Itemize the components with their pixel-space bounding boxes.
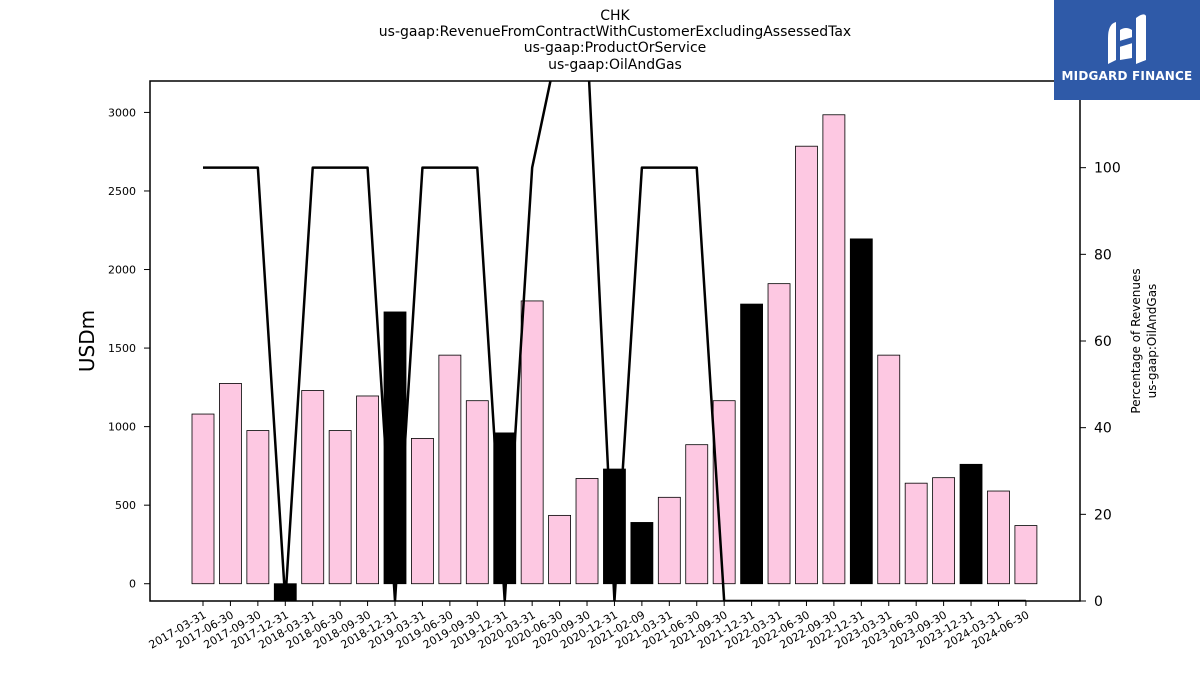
right-tick-label-80: 80	[1094, 247, 1112, 263]
bar-2023-09-30	[932, 477, 956, 585]
bar-2018-06-30	[328, 430, 352, 585]
bar-2023-12-31	[959, 463, 983, 585]
bar-2022-09-30	[822, 114, 846, 585]
bar-2022-06-30	[795, 145, 818, 585]
y-axis-label-right-line-1: Percentage of Revenues	[1129, 268, 1143, 413]
right-tick-label-20: 20	[1094, 507, 1112, 523]
left-tick-label-0: 0	[129, 578, 136, 591]
y-axis-label-left: USDm	[75, 310, 99, 372]
percentage-line	[203, 81, 1026, 601]
left-axis: 0 500 1000 1500 2000 2500 3000	[108, 106, 150, 591]
right-axis: 0 20 40 60 80 100	[1080, 161, 1121, 610]
bar-2019-06-30	[438, 354, 462, 585]
right-tick-label-40: 40	[1094, 421, 1112, 437]
left-tick-label-1000: 1000	[108, 421, 136, 434]
logo-mark-icon	[1108, 14, 1146, 64]
logo-text: MIDGARD FINANCE	[1061, 69, 1193, 83]
title-line-1: CHK	[600, 8, 630, 24]
left-tick-label-500: 500	[115, 499, 136, 512]
bar-2017-09-30	[246, 430, 270, 585]
bar-2021-02-09	[630, 522, 654, 585]
title-line-4: us-gaap:OilAndGas	[548, 57, 682, 73]
chart-title: CHK us-gaap:RevenueFromContractWithCusto…	[379, 8, 851, 73]
right-tick-label-60: 60	[1094, 334, 1112, 350]
bar-2017-06-30	[219, 383, 242, 585]
bar-2023-06-30	[904, 482, 928, 585]
bar-2020-06-30	[548, 514, 571, 585]
bar-2018-12-31	[383, 311, 407, 585]
bars-group	[191, 114, 1038, 602]
bar-2020-03-31	[520, 300, 544, 585]
bar-2022-12-31	[849, 238, 873, 585]
bar-2023-03-31	[877, 354, 901, 585]
bar-2021-12-31	[740, 303, 763, 585]
right-tick-label-0: 0	[1094, 594, 1103, 610]
bar-2020-09-30	[575, 478, 599, 585]
bar-2019-12-31	[493, 432, 517, 585]
left-tick-label-1500: 1500	[108, 342, 136, 355]
bar-2019-09-30	[465, 400, 489, 585]
bar-2018-03-31	[301, 390, 325, 585]
y-axis-label-right-line-2: us-gaap:OilAndGas	[1145, 284, 1159, 399]
bar-2021-03-31	[657, 496, 681, 585]
bar-2017-03-31	[191, 413, 215, 585]
right-tick-label-100: 100	[1094, 161, 1121, 177]
bar-2018-09-30	[356, 395, 379, 585]
percentage-line-group	[203, 81, 1026, 601]
title-line-3: us-gaap:ProductOrService	[524, 40, 707, 56]
left-tick-label-2000: 2000	[108, 264, 136, 277]
midgard-finance-logo: MIDGARD FINANCE	[1054, 0, 1200, 100]
title-line-2: us-gaap:RevenueFromContractWithCustomerE…	[379, 24, 851, 40]
left-tick-label-3000: 3000	[108, 106, 136, 119]
bar-2024-06-30	[1014, 525, 1038, 585]
left-tick-label-2500: 2500	[108, 185, 136, 198]
x-axis: 2017-03-312017-06-302017-09-302017-12-31…	[147, 601, 1031, 652]
bar-2021-06-30	[685, 444, 709, 585]
bar-2019-03-31	[411, 437, 434, 585]
bar-2022-03-31	[767, 283, 791, 585]
bar-2024-03-31	[987, 490, 1010, 585]
